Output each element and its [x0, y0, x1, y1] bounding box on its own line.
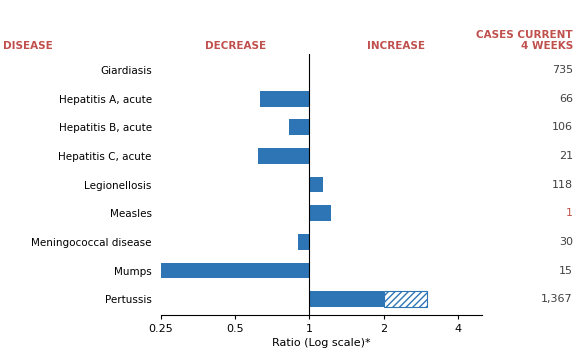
Text: 30: 30 [559, 237, 573, 247]
Text: INCREASE: INCREASE [367, 41, 425, 51]
Text: 1: 1 [566, 208, 573, 218]
Text: 106: 106 [552, 122, 573, 132]
Bar [258, 148, 309, 164]
Text: 21: 21 [559, 151, 573, 161]
Text: DECREASE: DECREASE [204, 41, 266, 51]
Bar [309, 205, 331, 221]
Bar [289, 119, 309, 135]
Bar [298, 234, 309, 250]
Text: 735: 735 [552, 65, 573, 75]
Bar [309, 291, 384, 307]
Bar [384, 291, 427, 307]
Text: 118: 118 [552, 180, 573, 190]
Text: 15: 15 [559, 266, 573, 275]
Text: 66: 66 [559, 94, 573, 104]
Text: DISEASE: DISEASE [3, 41, 53, 51]
Text: 4 WEEKS: 4 WEEKS [521, 41, 573, 51]
Text: 1,367: 1,367 [541, 294, 573, 304]
Text: CASES CURRENT: CASES CURRENT [476, 30, 573, 40]
Bar [309, 177, 323, 193]
X-axis label: Ratio (Log scale)*: Ratio (Log scale)* [272, 338, 371, 348]
Bar [161, 263, 309, 278]
Bar [260, 91, 309, 106]
